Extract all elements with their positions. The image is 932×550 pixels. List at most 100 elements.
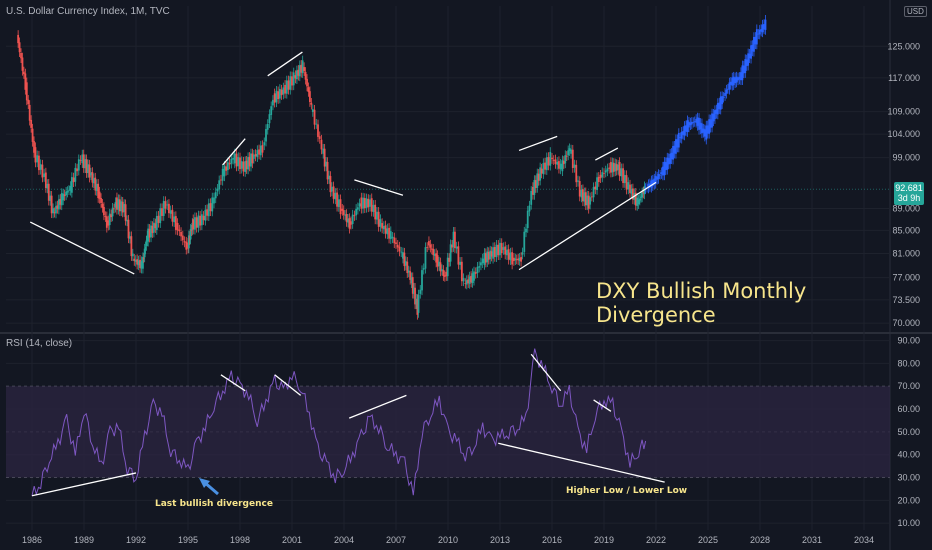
price-candle-body bbox=[66, 191, 69, 193]
price-candle-body bbox=[49, 195, 52, 201]
price-candle-body bbox=[228, 162, 231, 165]
price-candle-body bbox=[360, 197, 363, 209]
price-candle-body bbox=[518, 257, 521, 261]
projection-candle-body bbox=[670, 152, 673, 160]
projection-candle-body bbox=[703, 129, 706, 137]
price-candle-body bbox=[481, 258, 484, 264]
symbol-label[interactable]: U.S. Dollar Currency Index, 1M, TVC bbox=[6, 6, 170, 17]
rsi-trendline bbox=[593, 399, 612, 412]
price-candle-body bbox=[439, 262, 442, 272]
price-candle-body bbox=[168, 203, 170, 214]
price-candle-body bbox=[180, 231, 182, 237]
rsi-tick-label: 90.00 bbox=[897, 336, 920, 346]
price-candle-body bbox=[500, 243, 503, 254]
price-tick-label: 73.500 bbox=[892, 295, 920, 305]
price-candle-body bbox=[273, 93, 276, 103]
price-candle-body bbox=[476, 266, 479, 274]
price-trendline bbox=[354, 179, 404, 196]
projection-candle-body bbox=[755, 29, 758, 45]
price-candle-body bbox=[578, 181, 581, 197]
price-candle-body bbox=[221, 168, 224, 181]
price-candle-body bbox=[534, 180, 537, 189]
price-candle-body bbox=[325, 161, 327, 167]
x-tick-label: 2019 bbox=[594, 535, 614, 545]
price-candle-body bbox=[292, 72, 295, 86]
price-tick-label: 77.000 bbox=[892, 273, 920, 283]
price-candle-body bbox=[514, 258, 517, 261]
price-candle-body bbox=[411, 277, 414, 294]
projection-candle-body bbox=[685, 125, 687, 132]
price-candle-body bbox=[623, 174, 626, 184]
x-tick-label: 1998 bbox=[230, 535, 250, 545]
price-candle-body bbox=[464, 283, 467, 284]
projection-candle-body bbox=[731, 77, 734, 86]
projection-candle-body bbox=[709, 119, 712, 128]
price-candle-body bbox=[97, 183, 100, 199]
price-candle-body bbox=[432, 248, 435, 256]
price-candle-body bbox=[88, 164, 91, 178]
price-candle-body bbox=[214, 192, 217, 199]
price-candle-body bbox=[159, 208, 162, 224]
price-candle-body bbox=[467, 279, 470, 284]
price-candle-body bbox=[526, 210, 529, 229]
price-candle-body bbox=[265, 129, 267, 142]
price-candle-body bbox=[284, 84, 286, 94]
price-candle-body bbox=[490, 251, 493, 257]
price-candle-body bbox=[239, 157, 241, 170]
price-candle-body bbox=[400, 251, 403, 253]
price-candle-body bbox=[24, 73, 27, 90]
price-candle-body bbox=[317, 124, 319, 137]
price-candle-body bbox=[436, 255, 439, 267]
price-candle-body bbox=[545, 157, 548, 171]
price-candle-body bbox=[515, 259, 518, 261]
price-candle-body bbox=[36, 155, 39, 163]
price-candle-body bbox=[261, 145, 264, 153]
price-candle-body bbox=[438, 261, 440, 267]
rsi-tick-label: 40.00 bbox=[897, 450, 920, 460]
projection-candle-body bbox=[680, 131, 683, 139]
rsi-label[interactable]: RSI (14, close) bbox=[6, 338, 73, 349]
price-candle-body bbox=[362, 197, 364, 209]
price-candle-body bbox=[353, 215, 356, 217]
price-candle-body bbox=[322, 148, 325, 154]
price-candle-body bbox=[410, 277, 413, 284]
price-candle-body bbox=[634, 192, 637, 206]
price-candle-body bbox=[244, 161, 247, 172]
price-candle-body bbox=[517, 258, 520, 261]
price-candle-body bbox=[330, 186, 333, 192]
price-candle-body bbox=[465, 280, 468, 285]
price-candle-body bbox=[289, 76, 292, 90]
price-candle-body bbox=[162, 200, 165, 216]
price-candle-body bbox=[413, 287, 415, 294]
projection-candle-body bbox=[666, 157, 669, 170]
projection-candle-body bbox=[701, 123, 703, 134]
x-tick-label: 2004 bbox=[334, 535, 354, 545]
price-candle-body bbox=[65, 191, 67, 196]
price-candle-body bbox=[306, 78, 308, 87]
price-trendline bbox=[222, 138, 246, 166]
price-candle-body bbox=[493, 246, 496, 257]
projection-candle-body bbox=[663, 161, 666, 176]
projection-candle-body bbox=[693, 121, 696, 123]
price-candle-body bbox=[570, 149, 572, 154]
price-candle-body bbox=[532, 187, 534, 195]
price-candle-body bbox=[597, 176, 600, 182]
price-candle-body bbox=[38, 155, 40, 171]
price-candle-body bbox=[345, 213, 348, 222]
price-candle-body bbox=[342, 210, 345, 215]
price-candle-body bbox=[499, 242, 501, 256]
projection-candle-body bbox=[711, 113, 713, 128]
price-candle-body bbox=[391, 236, 394, 239]
price-candle-body bbox=[220, 179, 222, 181]
currency-badge[interactable]: USD bbox=[904, 6, 927, 17]
projection-candle-body bbox=[718, 102, 721, 110]
projection-candle-body bbox=[744, 59, 747, 74]
price-candle-body bbox=[92, 178, 95, 184]
price-candle-body bbox=[589, 197, 592, 205]
projection-candle-body bbox=[669, 153, 672, 164]
price-candle-body bbox=[620, 168, 623, 177]
projection-candle-body bbox=[754, 36, 757, 45]
price-candle-body bbox=[537, 173, 540, 181]
price-candle-body bbox=[315, 123, 318, 125]
